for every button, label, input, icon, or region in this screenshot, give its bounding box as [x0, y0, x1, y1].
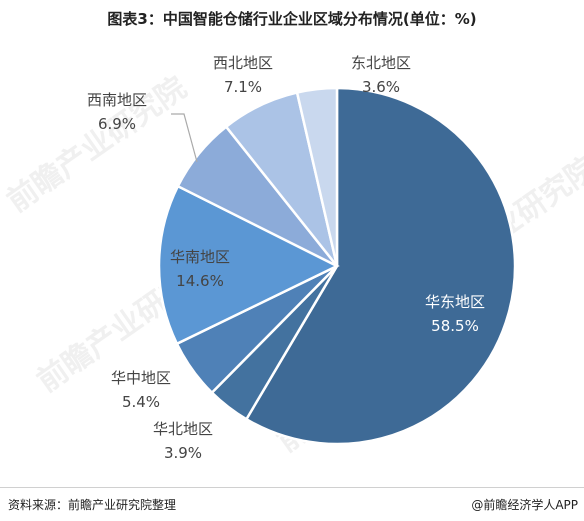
slice-label: 华东地区	[425, 293, 485, 311]
slice-value-label: 58.5%	[431, 317, 479, 335]
slice-value-label: 7.1%	[224, 78, 262, 96]
pie-slice	[244, 86, 517, 446]
leader-line	[171, 113, 198, 163]
pie-slice	[295, 86, 339, 267]
footer: 资料来源：前瞻产业研究院整理 @前瞻经济学人APP	[0, 487, 584, 517]
slice-value-label: 3.6%	[362, 78, 400, 96]
chart-title: 图表3：中国智能仓储行业企业区域分布情况(单位：%)	[107, 10, 477, 28]
slice-value-label: 5.4%	[122, 393, 160, 411]
slice-label: 西北地区	[213, 54, 273, 72]
slice-label: 华南地区	[170, 248, 230, 266]
slice-label: 华北地区	[153, 420, 213, 438]
pie-chart: 华东地区 58.5% 华北地区 3.9% 华中地区 5.4% 华南地区 14.6% 西南地区 6.…	[87, 54, 517, 462]
slice-value-label: 14.6%	[176, 272, 224, 290]
slice-value-label: 3.9%	[164, 444, 202, 462]
brand-credit: @前瞻经济学人APP	[471, 498, 578, 512]
slice-label: 西南地区	[87, 91, 147, 109]
source-note: 资料来源：前瞻产业研究院整理	[8, 498, 177, 512]
slice-value-label: 6.9%	[98, 115, 136, 133]
pie-slice	[157, 184, 340, 346]
slice-label: 华中地区	[111, 369, 171, 387]
slice-label: 东北地区	[351, 54, 411, 72]
